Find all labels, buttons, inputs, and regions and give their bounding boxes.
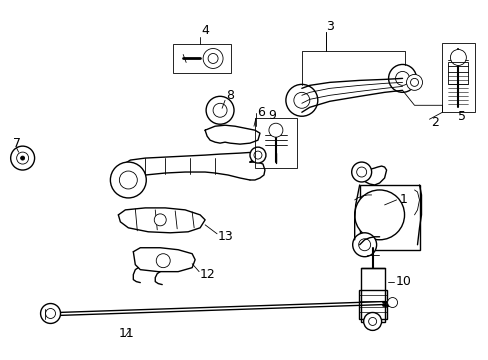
Circle shape: [354, 190, 404, 240]
Circle shape: [388, 64, 416, 92]
Text: 4: 4: [201, 24, 208, 37]
Bar: [173, 44, 230, 73]
Circle shape: [285, 84, 317, 116]
Bar: [360, 268, 384, 323]
Text: 5: 5: [457, 110, 466, 123]
Text: 7: 7: [13, 137, 20, 150]
Text: 10: 10: [395, 275, 410, 288]
Text: 13: 13: [218, 230, 233, 243]
Circle shape: [110, 162, 146, 198]
Circle shape: [351, 162, 371, 182]
Circle shape: [410, 78, 418, 86]
Text: 3: 3: [325, 20, 333, 33]
Circle shape: [203, 49, 223, 68]
Circle shape: [358, 239, 370, 251]
Circle shape: [20, 156, 24, 160]
Circle shape: [268, 123, 283, 137]
Text: 9: 9: [267, 109, 275, 122]
Circle shape: [17, 152, 29, 164]
Circle shape: [363, 312, 381, 330]
Circle shape: [293, 92, 309, 108]
Circle shape: [356, 167, 366, 177]
Text: 11: 11: [118, 327, 134, 340]
Text: 2: 2: [430, 116, 438, 129]
Circle shape: [154, 214, 166, 226]
Text: 8: 8: [225, 89, 234, 102]
Text: 12: 12: [200, 268, 215, 281]
Bar: [442, 42, 474, 112]
Circle shape: [253, 151, 262, 159]
Circle shape: [205, 96, 234, 124]
Circle shape: [368, 318, 376, 325]
Circle shape: [41, 303, 61, 323]
Circle shape: [213, 103, 226, 117]
Circle shape: [387, 298, 397, 307]
Circle shape: [449, 50, 466, 66]
Circle shape: [406, 75, 422, 90]
Circle shape: [249, 147, 265, 163]
Bar: [447, 62, 468, 84]
Text: 1: 1: [399, 193, 407, 206]
Circle shape: [11, 146, 35, 170]
Circle shape: [208, 54, 218, 63]
Circle shape: [156, 254, 170, 268]
Circle shape: [352, 233, 376, 257]
Bar: [359, 185, 419, 250]
Bar: [254, 118, 296, 168]
Circle shape: [45, 309, 56, 319]
Text: 6: 6: [256, 106, 264, 119]
Bar: [358, 289, 386, 319]
Circle shape: [395, 71, 408, 85]
Circle shape: [119, 171, 137, 189]
